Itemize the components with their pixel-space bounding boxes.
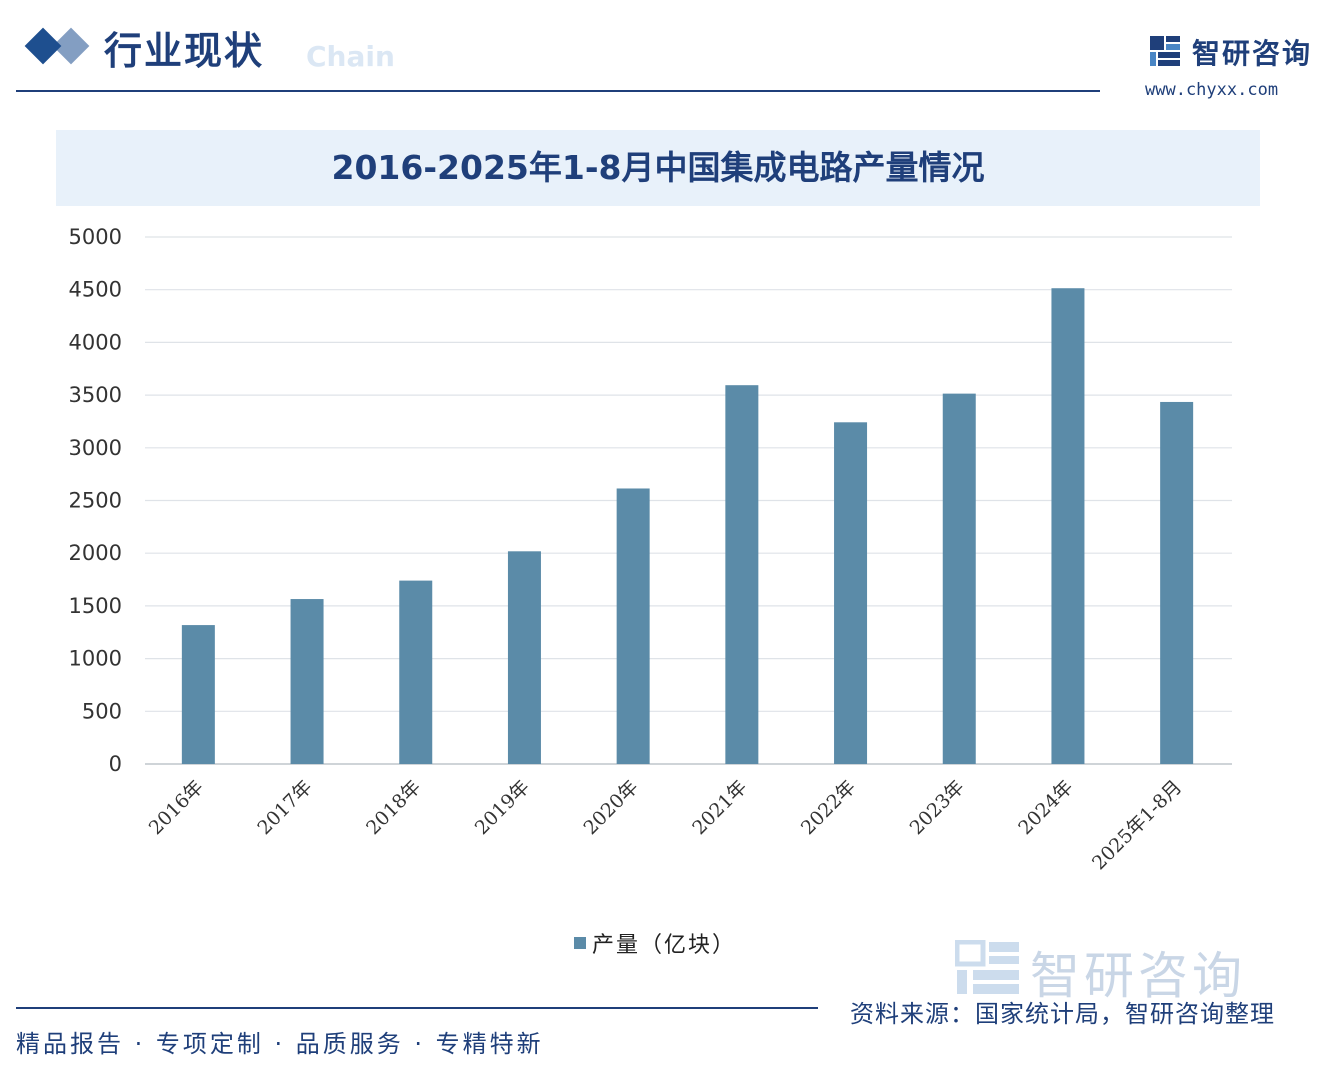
bar: [399, 580, 433, 764]
bar: [834, 422, 868, 764]
footer-slogan: 精品报告 · 专项定制 · 品质服务 · 专精特新: [16, 1030, 544, 1058]
bar: [1051, 288, 1085, 764]
chart-title-band: 2016-2025年1-8月中国集成电路产量情况: [56, 130, 1260, 206]
y-tick-label: 3500: [69, 383, 122, 407]
x-tick-label: 2019年: [471, 776, 534, 839]
y-tick-label: 2000: [69, 541, 122, 565]
watermark-text: 智研咨询: [1030, 947, 1246, 1005]
x-tick-label: 2021年: [688, 776, 751, 839]
x-tick-label: 2023年: [906, 776, 969, 839]
y-tick-label: 500: [82, 699, 122, 723]
bar: [725, 385, 759, 764]
x-tick-label: 2016年: [145, 776, 208, 839]
bar: [507, 551, 541, 764]
source-note: 资料来源：国家统计局，智研咨询整理: [850, 1000, 1275, 1028]
x-tick-label: 2022年: [797, 776, 860, 839]
brand-url: www.chyxx.com: [1145, 80, 1279, 100]
y-tick-label: 3000: [69, 436, 122, 460]
chart-title: 2016-2025年1-8月中国集成电路产量情况: [331, 148, 985, 187]
y-tick-label: 1500: [69, 594, 122, 618]
y-tick-label: 2500: [69, 489, 122, 513]
y-tick-label: 4500: [69, 278, 122, 302]
legend-label: 产量（亿块）: [592, 933, 737, 958]
y-tick-label: 1000: [69, 647, 122, 671]
header-divider: [16, 90, 1100, 92]
x-tick-label: 2018年: [362, 776, 425, 839]
x-tick-label: 2017年: [253, 776, 316, 839]
x-tick-label: 2020年: [579, 776, 642, 839]
x-tick-label: 2025年1-8月: [1088, 776, 1186, 874]
bar: [290, 599, 324, 764]
bar: [616, 488, 650, 764]
brand-name: 智研咨询: [1192, 37, 1313, 70]
brand-logo-icon: [1150, 36, 1180, 66]
x-tick-label: 2024年: [1014, 776, 1077, 839]
bar: [181, 625, 215, 764]
bar: [1160, 401, 1194, 764]
section-title: 行业现状: [104, 29, 265, 73]
header: Chain 行业现状 智研咨询 www.chyxx.com: [0, 0, 1324, 110]
y-tick-label: 0: [109, 752, 122, 776]
footer-divider: [16, 1007, 818, 1009]
header-ghost-text: Chain: [306, 40, 395, 73]
legend-swatch: [574, 937, 586, 949]
y-tick-label: 4000: [69, 330, 122, 354]
watermark-logo-icon: [955, 940, 1019, 994]
bar: [942, 393, 976, 764]
y-tick-label: 5000: [69, 225, 122, 249]
chart-legend: 产量（亿块）: [574, 928, 736, 958]
